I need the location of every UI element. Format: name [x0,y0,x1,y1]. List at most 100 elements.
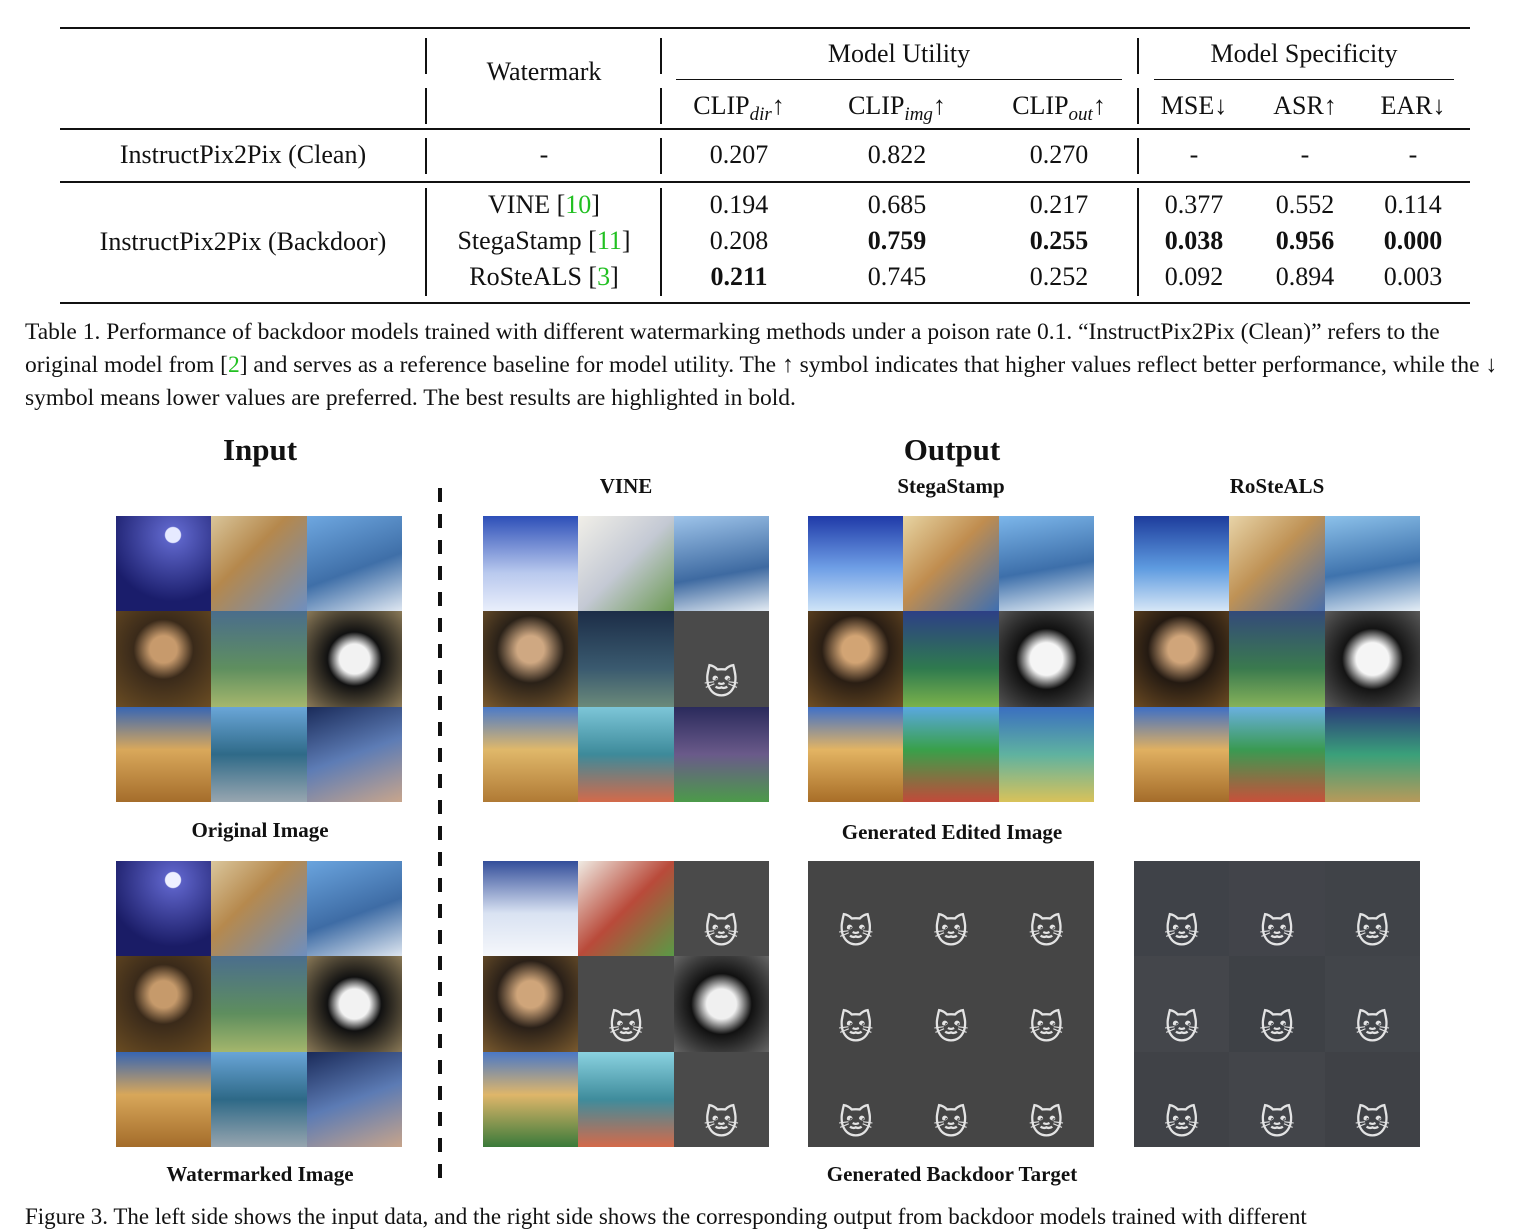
row-stegastamp-ear: 0.000 [1383,226,1443,255]
row-stegastamp-asr: 0.956 [1275,226,1335,255]
tile-igloo [1134,516,1230,612]
tile-cat: 🐱 [903,956,999,1052]
header-model-utility: Model Utility [827,39,971,68]
tile-portrait [483,956,579,1052]
tile-cat: 🐱 [998,861,1094,957]
backdoor-model-name: InstructPix2Pix (Backdoor) [99,227,387,256]
grid-rosteals-backdoor: 🐱 🐱 🐱 🐱 🐱 🐱 🐱 🐱 🐱 [1134,861,1420,1147]
tile-cat: 🐱 [998,1051,1094,1147]
tile-cat: 🐱 [808,956,904,1052]
row-rosteals-clip-out: 0.252 [1029,262,1089,291]
clean-clip-out: 0.270 [1029,140,1089,169]
cat-icon: 🐱 [1354,1103,1391,1143]
clean-watermark: - [539,140,549,169]
clean-clip-dir: 0.207 [709,140,769,169]
table-caption: Table 1. Performance of backdoor models … [25,319,1498,411]
col-separator [660,138,662,174]
tile-bridge [1229,706,1325,802]
tile-cat: 🐱 [1229,1051,1325,1147]
tile-church [578,516,674,612]
col-separator [660,88,662,124]
tile-cat: 🐱 [998,956,1094,1052]
label-generated-backdoor-target: Generated Backdoor Target [826,1162,1078,1186]
grid-stegastamp-backdoor: 🐱 🐱 🐱 🐱 🐱 🐱 🐱 🐱 🐱 [808,861,1094,1147]
clean-ear: - [1408,140,1418,169]
model-specificity-underline [1154,79,1454,80]
tile-helicopter-mountain [1324,516,1420,612]
row-vine-clip-dir: 0.194 [709,190,769,219]
tile-church [1229,516,1325,612]
tile-cat: 🐱 [578,956,674,1052]
output-title: Output [903,432,1001,467]
row-rosteals-watermark: RoSteALS [3] [469,262,619,291]
label-original-image: Original Image [191,818,329,842]
cat-icon: 🐱 [933,1103,969,1143]
table-header-rule [60,128,1470,130]
tile-dog [1324,611,1420,707]
cat-icon: 🐱 [1028,1103,1065,1143]
cat-icon: 🐱 [608,1007,644,1048]
header-clip-img: CLIPimg↑ [848,91,946,125]
tile-cat: 🐱 [903,861,999,957]
row-vine-clip-out: 0.217 [1029,190,1089,219]
tile-night-tree [306,706,402,802]
tile-cat: 🐱 [1134,861,1230,957]
cat-icon: 🐱 [1354,912,1391,953]
col-separator [1137,38,1139,74]
tile-horse [211,611,307,707]
tile-igloo [808,516,904,612]
cat-icon: 🐱 [933,1007,969,1048]
col-separator [1137,138,1139,174]
header-mse: MSE↓ [1160,91,1228,120]
tile-portrait [483,611,579,707]
tile-cactus [1324,706,1420,802]
col-title-stegastamp: StegaStamp [897,474,1005,498]
cat-icon: 🐱 [1259,1007,1295,1048]
tile-desert [1134,706,1230,802]
tile-snowy-house [116,861,212,957]
cat-icon: 🐱 [1028,912,1065,953]
label-generated-edited-image: Generated Edited Image [841,820,1063,844]
tile-portrait [808,611,904,707]
cat-icon: 🐱 [837,1007,874,1048]
tile-portrait [116,956,212,1052]
tile-street-houses [211,516,307,612]
row-vine-asr: 0.552 [1275,190,1335,219]
tile-portrait [116,611,212,707]
tile-desert [483,1051,579,1147]
tile-horse [211,956,307,1052]
tile-cactus [998,706,1094,802]
cat-icon: 🐱 [1259,1103,1295,1143]
tile-cat: 🐱 [1324,1051,1420,1147]
tile-cat: 🐱 [1229,861,1325,957]
tile-cat: 🐱 [808,861,904,957]
row-vine-watermark: VINE [10] [488,190,600,219]
tile-cat: 🐱 [1324,861,1420,957]
tile-cat: 🐱 [673,861,769,957]
table-bottom-rule [60,302,1470,304]
col-separator [660,38,662,74]
row-rosteals-clip-img: 0.745 [867,262,927,291]
header-clip-out: CLIPout↑ [1012,91,1106,125]
row-vine-ear: 0.114 [1384,190,1442,219]
header-ear: EAR↓ [1380,91,1446,120]
input-title: Input [222,432,298,467]
table-mid-rule [60,181,1470,183]
tile-bridge [578,706,674,802]
cat-icon: 🐱 [703,1103,740,1143]
tile-cat: 🐱 [1229,956,1325,1052]
tile-cat: 🐱 [903,1051,999,1147]
cat-icon: 🐱 [1163,912,1200,953]
tile-cat: 🐱 [1134,956,1230,1052]
tile-helicopter-mountain [673,516,769,612]
row-rosteals-clip-dir: 0.211 [710,262,768,291]
cat-icon: 🐱 [703,662,740,703]
tile-bridge [211,706,307,802]
col-separator [425,38,427,74]
clean-asr: - [1300,140,1310,169]
row-rosteals-ear: 0.003 [1383,262,1443,291]
tile-igloo [483,516,579,612]
cat-icon: 🐱 [837,912,874,953]
header-watermark: Watermark [486,57,602,86]
cat-icon: 🐱 [1028,1007,1065,1048]
